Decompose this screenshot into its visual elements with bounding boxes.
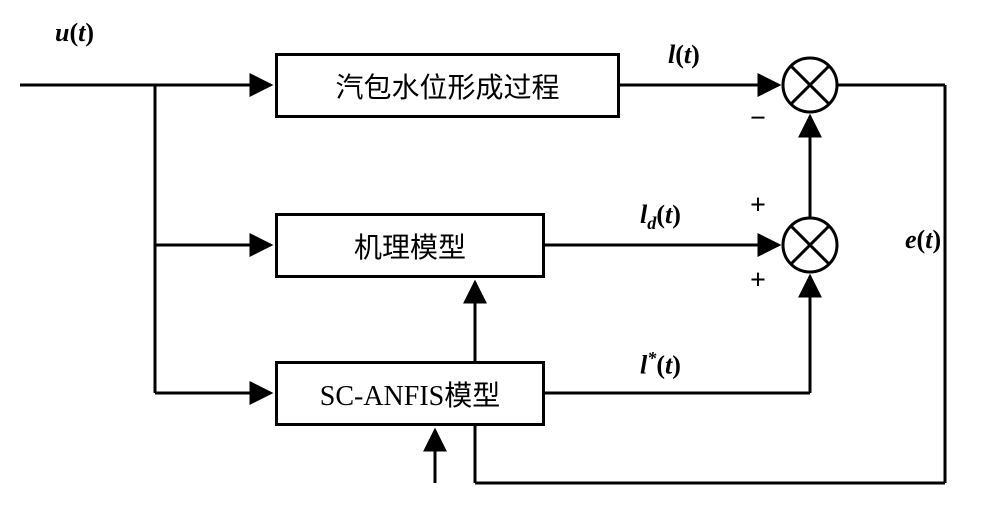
label-u-t: u(t) (55, 18, 94, 48)
label-l-t: l(t) (668, 40, 700, 70)
box-scanfis-label: SC-ANFIS模型 (320, 374, 500, 414)
sum-upper (780, 55, 840, 115)
sign-plus-upper: + (750, 190, 766, 222)
sum-lower (780, 215, 840, 275)
sign-plus-lower: + (750, 265, 766, 297)
diagram-canvas: 汽包水位形成过程 机理模型 SC-ANFIS模型 u(t) l(t) ld(t)… (0, 0, 1000, 513)
label-ld-t: ld(t) (640, 200, 681, 234)
label-lstar-t: l*(t) (640, 348, 681, 381)
box-mechanism-label: 机理模型 (354, 226, 466, 266)
box-scanfis: SC-ANFIS模型 (275, 361, 545, 426)
sign-minus: − (750, 103, 766, 135)
box-process-label: 汽包水位形成过程 (335, 66, 559, 106)
box-process: 汽包水位形成过程 (275, 53, 620, 118)
label-e-t: e(t) (905, 225, 941, 255)
box-mechanism: 机理模型 (275, 213, 545, 278)
